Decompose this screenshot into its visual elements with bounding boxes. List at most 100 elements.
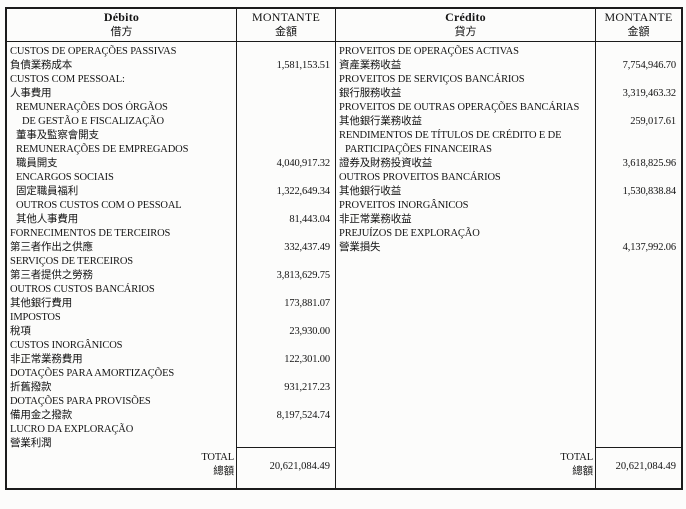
amount-line: 4,040,917.32 [276, 158, 330, 169]
amount-line: 3,813,629.75 [276, 270, 330, 281]
amount-line [237, 73, 335, 87]
amount-line: 931,217.23 [284, 382, 330, 393]
account-line: PROVEITOS INORGÂNICOS [339, 200, 469, 211]
account-line: LUCRO DA EXPLORAÇÃO [10, 424, 134, 435]
account-line: PREJUÍZOS DE EXPLORAÇÃO [339, 228, 480, 239]
amount-line: 8,197,524.74 [276, 410, 330, 421]
amount-line [237, 423, 335, 437]
debit-total-label-zh: 總額 [213, 466, 234, 477]
account-line: PROVEITOS DE SERVIÇOS BANCÁRIOS [339, 74, 525, 85]
amount-line [237, 339, 335, 353]
debit-accounts-column: CUSTOS DE OPERAÇÕES PASSIVAS 負債業務成本 CUSTOS… [7, 42, 237, 488]
debit-account-lines: CUSTOS DE OPERAÇÕES PASSIVAS 負債業務成本 CUSTOS… [7, 45, 236, 451]
credit-account-lines: PROVEITOS DE OPERAÇÕES ACTIVAS 資產業務收益 PROV… [336, 45, 595, 255]
account-line: DOTAÇÕES PARA AMORTIZAÇÕES [10, 368, 175, 379]
amount-line [237, 45, 335, 59]
account-line: 非正常業務收益 [339, 214, 412, 225]
debit-header-label-zh: 借方 [110, 26, 133, 38]
account-line: IMPOSTOS [10, 312, 61, 323]
amount-line [596, 45, 681, 59]
account-line: 固定職員福利 [16, 186, 79, 197]
amount-line [237, 87, 335, 101]
credit-total-amount: 20,621,084.49 [615, 461, 676, 472]
account-line: 第三者提供之勞務 [10, 270, 93, 281]
amount-line [237, 437, 335, 447]
account-line: 人事費用 [10, 88, 52, 99]
amount-line [596, 199, 681, 213]
credit-amount-header-label: MONTANTE [604, 10, 673, 24]
credit-total-label: TOTAL 總額 [336, 451, 595, 488]
amount-line [237, 171, 335, 185]
credit-total-label-pt: TOTAL [560, 452, 593, 463]
amount-line [237, 367, 335, 381]
amount-line [596, 171, 681, 185]
account-line: 其他銀行業務收益 [339, 116, 422, 127]
debit-total-box: 20,621,084.49 [237, 447, 336, 488]
account-line: REMUNERAÇÕES DOS ÓRGÃOS [16, 102, 168, 113]
amount-line [596, 73, 681, 87]
credit-header-label-zh: 貸方 [454, 26, 477, 38]
debit-total-amount: 20,621,084.49 [269, 461, 330, 472]
account-line: 營業利潤 [10, 438, 52, 449]
credit-amount-header: MONTANTE 金額 [596, 9, 681, 42]
account-line: PROVEITOS DE OUTRAS OPERAÇÕES BANCÁRIAS [339, 102, 580, 113]
credit-accounts-column: PROVEITOS DE OPERAÇÕES ACTIVAS 資產業務收益 PROV… [336, 42, 596, 488]
amount-line [237, 311, 335, 325]
amount-line: 4,137,992.06 [622, 242, 676, 253]
credit-amount-header-label-zh: 金額 [627, 26, 650, 38]
account-line: 董事及監察會開支 [16, 130, 99, 141]
debit-amount-header: MONTANTE 金額 [237, 9, 336, 42]
amount-line: 122,301.00 [284, 354, 330, 365]
amount-line [596, 129, 681, 143]
credit-header-label: Crédito [445, 10, 486, 24]
amount-line: 3,319,463.32 [622, 88, 676, 99]
debit-amount-header-label-zh: 金額 [275, 26, 297, 38]
account-line: 折舊撥款 [10, 382, 52, 393]
account-line: 其他銀行收益 [339, 186, 402, 197]
account-line: CUSTOS INORGÂNICOS [10, 340, 123, 351]
credit-header: Crédito 貸方 [336, 9, 596, 42]
credit-total-box: 20,621,084.49 [596, 447, 681, 488]
amount-line [237, 395, 335, 409]
amount-line: 1,322,649.34 [276, 186, 330, 197]
account-line: 備用金之撥款 [10, 410, 73, 421]
account-line: FORNECIMENTOS DE TERCEIROS [10, 228, 171, 239]
amount-line [237, 115, 335, 129]
debit-header-label: Débito [103, 10, 140, 24]
account-line: 負債業務成本 [10, 60, 73, 71]
credit-amounts-column: 7,754,946.70 3,319,463.32 259,017.61 3,618,… [596, 42, 681, 447]
amount-line: 81,443.04 [289, 214, 330, 225]
debit-amount-header-label: MONTANTE [252, 10, 320, 24]
debit-amounts-column: 1,581,153.51 4,040,917.32 1,322,649.34 81,4… [237, 42, 336, 447]
amount-line [596, 143, 681, 157]
debit-header: Débito 借方 [7, 9, 237, 42]
account-line: 營業損失 [339, 242, 381, 253]
account-line: REMUNERAÇÕES DE EMPREGADOS [16, 144, 189, 155]
account-line: 第三者作出之供應 [10, 242, 93, 253]
debit-total-label-pt: TOTAL [201, 452, 234, 463]
amount-line [237, 143, 335, 157]
credit-total-label-zh: 總額 [572, 466, 593, 477]
amount-line: 173,881.07 [284, 298, 330, 309]
amount-line [237, 199, 335, 213]
amount-line [596, 227, 681, 241]
amount-line [596, 213, 681, 227]
amount-line: 332,437.49 [284, 242, 330, 253]
amount-line [596, 101, 681, 115]
account-line: 銀行服務收益 [339, 88, 402, 99]
account-line: 非正常業務費用 [10, 354, 83, 365]
account-line: OUTROS CUSTOS COM O PESSOAL [16, 200, 182, 211]
amount-line: 23,930.00 [289, 326, 330, 337]
account-line: PARTICIPAÇÕES FINANCEIRAS [345, 144, 492, 155]
account-line: ENCARGOS SOCIAIS [16, 172, 114, 183]
amount-line [237, 227, 335, 241]
account-line: CUSTOS COM PESSOAL: [10, 74, 125, 85]
account-line: 職員開支 [16, 158, 58, 169]
account-line: OUTROS PROVEITOS BANCÁRIOS [339, 172, 501, 183]
amount-line: 3,618,825.96 [622, 158, 676, 169]
account-line: OUTROS CUSTOS BANCÁRIOS [10, 284, 155, 295]
account-line: DOTAÇÕES PARA PROVISÕES [10, 396, 151, 407]
account-line: 資產業務收益 [339, 60, 402, 71]
amount-line [237, 101, 335, 115]
